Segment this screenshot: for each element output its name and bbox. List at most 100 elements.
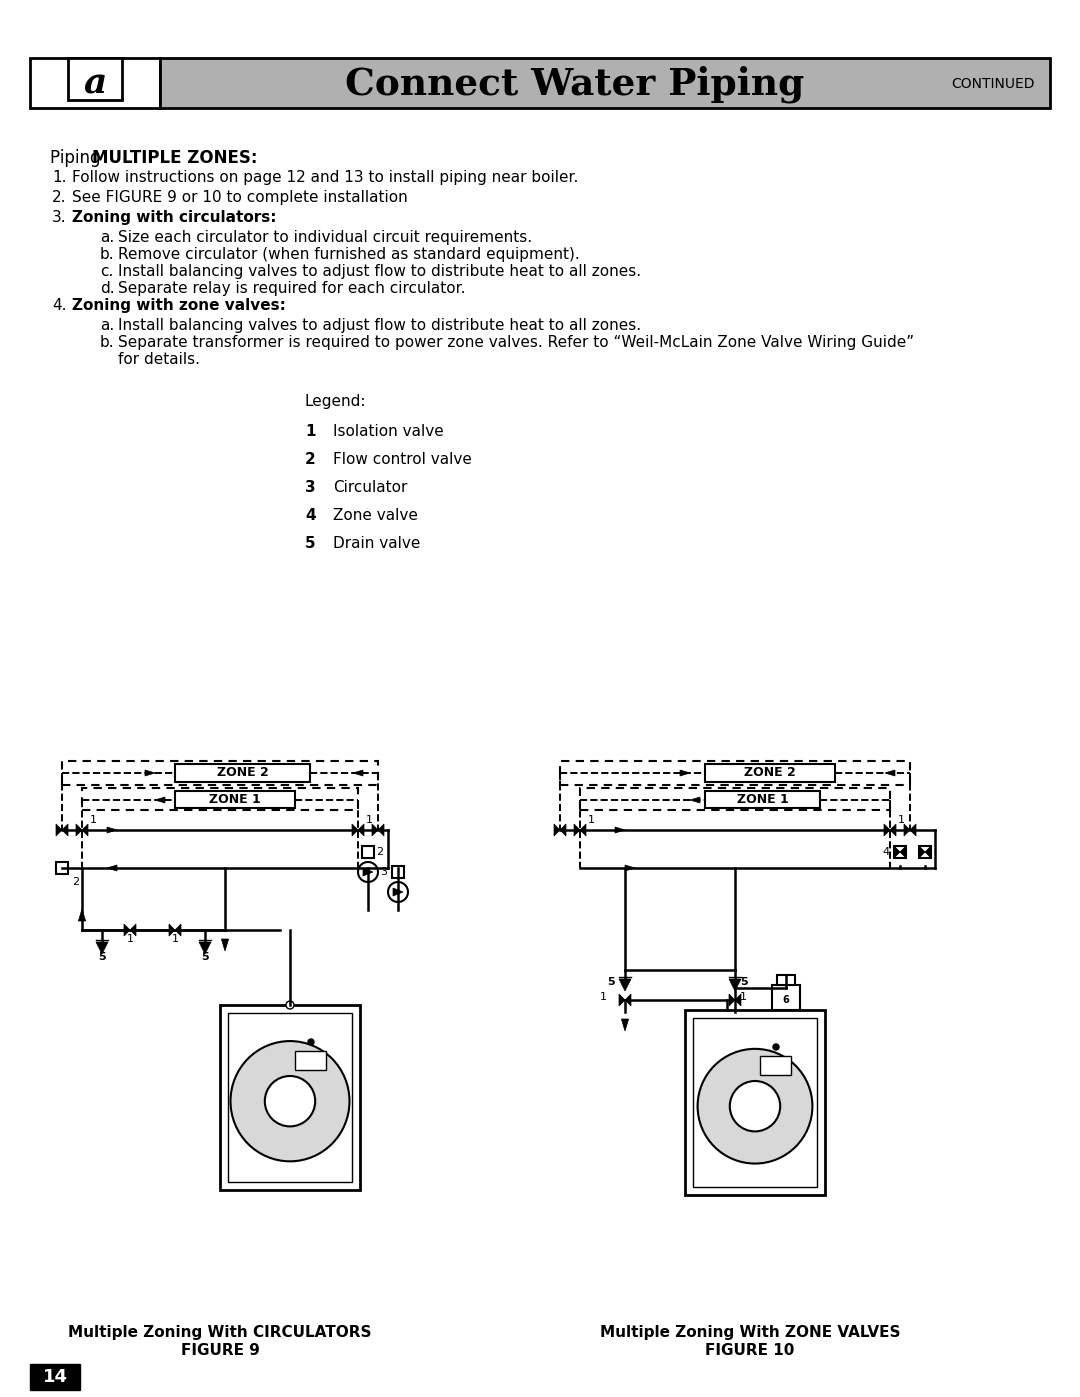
- Polygon shape: [895, 847, 900, 856]
- Bar: [894, 847, 906, 858]
- Text: c.: c.: [100, 264, 113, 279]
- Polygon shape: [353, 770, 363, 775]
- Polygon shape: [580, 824, 586, 835]
- Text: 3: 3: [380, 868, 387, 877]
- Text: 1: 1: [366, 814, 373, 826]
- Polygon shape: [619, 995, 625, 1006]
- Text: 14: 14: [42, 1368, 67, 1386]
- Polygon shape: [76, 824, 82, 835]
- Polygon shape: [363, 868, 373, 876]
- Polygon shape: [885, 824, 890, 835]
- Polygon shape: [175, 923, 181, 936]
- Polygon shape: [156, 798, 165, 803]
- Text: 4: 4: [305, 509, 315, 522]
- Bar: [777, 975, 795, 985]
- Circle shape: [286, 1002, 294, 1009]
- Polygon shape: [372, 824, 378, 835]
- Polygon shape: [910, 824, 916, 835]
- Text: a: a: [83, 67, 107, 101]
- Text: FIGURE 10: FIGURE 10: [705, 1343, 795, 1358]
- Circle shape: [265, 1076, 315, 1126]
- Bar: [62, 761, 378, 785]
- Polygon shape: [393, 888, 403, 895]
- Text: Install balancing valves to adjust flow to distribute heat to all zones.: Install balancing valves to adjust flow …: [118, 319, 642, 332]
- Text: ZONE 1: ZONE 1: [737, 793, 788, 806]
- Text: 1: 1: [588, 814, 595, 826]
- Bar: [30, 1363, 80, 1390]
- Text: 1: 1: [90, 814, 97, 826]
- Text: FIGURE 9: FIGURE 9: [180, 1343, 259, 1358]
- Polygon shape: [615, 827, 625, 833]
- Text: Multiple Zoning With ZONE VALVES: Multiple Zoning With ZONE VALVES: [599, 1324, 901, 1340]
- Text: ZONE 2: ZONE 2: [217, 767, 268, 780]
- Polygon shape: [56, 824, 62, 835]
- Polygon shape: [107, 865, 117, 870]
- Circle shape: [308, 1039, 314, 1045]
- Bar: [772, 985, 800, 1010]
- Text: Piping: Piping: [50, 149, 106, 168]
- Polygon shape: [729, 995, 735, 1006]
- Text: 5: 5: [98, 951, 106, 963]
- Polygon shape: [62, 824, 68, 835]
- Text: Separate relay is required for each circulator.: Separate relay is required for each circ…: [118, 281, 465, 296]
- Bar: [705, 764, 835, 782]
- Text: MULTIPLE ZONES:: MULTIPLE ZONES:: [92, 149, 257, 168]
- Text: a.: a.: [100, 319, 114, 332]
- Polygon shape: [890, 824, 896, 835]
- Text: 1: 1: [740, 992, 747, 1002]
- Polygon shape: [357, 824, 364, 835]
- Text: for details.: for details.: [118, 352, 200, 367]
- Text: Size each circulator to individual circuit requirements.: Size each circulator to individual circu…: [118, 231, 532, 244]
- Polygon shape: [378, 824, 384, 835]
- Text: 5: 5: [201, 951, 208, 963]
- Bar: [68, 59, 122, 101]
- Bar: [220, 1004, 360, 1190]
- Text: b.: b.: [100, 335, 114, 351]
- Text: ZONE 2: ZONE 2: [744, 767, 796, 780]
- Bar: [30, 59, 160, 108]
- Circle shape: [773, 1044, 779, 1051]
- Bar: [295, 1052, 326, 1070]
- Bar: [760, 1056, 791, 1074]
- Polygon shape: [352, 824, 357, 835]
- Bar: [392, 866, 404, 877]
- Polygon shape: [885, 770, 895, 775]
- Text: Zoning with zone valves:: Zoning with zone valves:: [72, 298, 286, 313]
- Polygon shape: [625, 865, 635, 870]
- Text: 5: 5: [305, 536, 315, 550]
- Text: d.: d.: [100, 281, 114, 296]
- Text: Legend:: Legend:: [305, 394, 366, 409]
- Polygon shape: [96, 942, 108, 954]
- Polygon shape: [621, 1018, 629, 1031]
- Polygon shape: [680, 770, 690, 775]
- Bar: [705, 791, 820, 807]
- Text: Follow instructions on page 12 and 13 to install piping near boiler.: Follow instructions on page 12 and 13 to…: [72, 170, 579, 184]
- Polygon shape: [554, 824, 561, 835]
- Polygon shape: [904, 824, 910, 835]
- Text: 2.: 2.: [52, 190, 67, 205]
- Bar: [56, 862, 68, 875]
- Text: 6: 6: [782, 995, 789, 1004]
- Polygon shape: [82, 824, 87, 835]
- Text: Connect Water Piping: Connect Water Piping: [346, 66, 805, 103]
- Text: 1: 1: [126, 935, 134, 944]
- Text: 2: 2: [376, 847, 383, 856]
- Circle shape: [388, 882, 408, 902]
- Polygon shape: [924, 847, 930, 856]
- Text: Isolation valve: Isolation valve: [333, 425, 444, 439]
- Polygon shape: [731, 1014, 739, 1025]
- Text: Install balancing valves to adjust flow to distribute heat to all zones.: Install balancing valves to adjust flow …: [118, 264, 642, 279]
- Polygon shape: [107, 827, 117, 833]
- Polygon shape: [619, 979, 631, 990]
- Text: ZONE 1: ZONE 1: [210, 793, 261, 806]
- Text: a.: a.: [100, 231, 114, 244]
- Text: 5: 5: [740, 977, 747, 988]
- Text: 3.: 3.: [52, 210, 67, 225]
- Text: Separate transformer is required to power zone valves. Refer to “Weil-McLain Zon: Separate transformer is required to powe…: [118, 335, 914, 351]
- Polygon shape: [145, 770, 156, 775]
- Text: 3: 3: [305, 481, 315, 495]
- Bar: [362, 847, 374, 858]
- Text: See FIGURE 9 or 10 to complete installation: See FIGURE 9 or 10 to complete installat…: [72, 190, 408, 205]
- Text: b.: b.: [100, 247, 114, 263]
- Polygon shape: [900, 847, 905, 856]
